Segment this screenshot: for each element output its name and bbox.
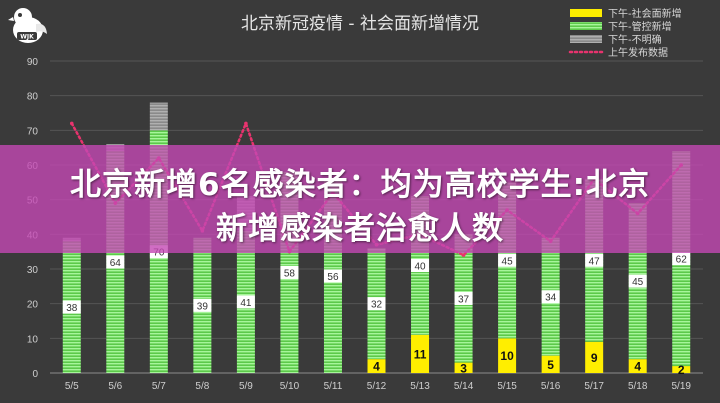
data-label-bg — [367, 297, 386, 311]
bird-logo-icon: WJK — [8, 8, 47, 43]
legend-swatch — [570, 35, 602, 43]
x-tick-label: 5/7 — [152, 381, 166, 392]
headline-line-1: 北京新增6名感染者：均为高校学生:北京 — [70, 167, 650, 203]
data-label: 64 — [110, 258, 122, 269]
data-label: 11 — [414, 347, 427, 361]
data-label: 39 — [197, 301, 209, 312]
legend-label: 下午-社会面新增 — [608, 7, 682, 20]
y-tick-label: 10 — [27, 334, 39, 345]
x-tick-label: 5/12 — [367, 381, 387, 392]
data-label: 3 — [460, 361, 467, 375]
x-tick-label: 5/17 — [584, 381, 604, 392]
x-tick-label: 5/6 — [108, 381, 122, 392]
data-label: 41 — [240, 298, 252, 309]
x-tick-label: 5/15 — [497, 381, 517, 392]
x-tick-label: 5/9 — [239, 381, 253, 392]
data-label-bg — [672, 252, 691, 266]
data-label: 38 — [66, 303, 78, 314]
legend-label: 下午-不明确 — [608, 33, 662, 46]
data-label-bg — [193, 298, 212, 312]
data-label-bg — [323, 269, 342, 283]
bar-segment — [672, 366, 691, 373]
bar-segment — [628, 359, 647, 373]
data-label: 58 — [284, 268, 296, 279]
headline-banner: 北京新增6名感染者：均为高校学生:北京 新增感染者治愈人数 — [0, 145, 720, 253]
logo-text: WJK — [20, 34, 34, 41]
data-label-bg — [454, 291, 473, 305]
x-tick-label: 5/5 — [65, 381, 79, 392]
data-label-bg — [411, 259, 430, 273]
data-label: 56 — [327, 272, 339, 283]
x-tick-label: 5/10 — [280, 381, 300, 392]
data-label: 40 — [414, 262, 426, 273]
data-label-bg — [541, 290, 560, 304]
x-tick-labels: 5/5 5/6 5/7 5/8 5/9 5/10 5/11 5/12 5/13 5/14 5/15 5… — [65, 381, 692, 392]
legend-label: 上午发布数据 — [608, 46, 668, 59]
y-tick-label: 70 — [27, 126, 39, 137]
bar-segment — [454, 362, 473, 373]
data-label: 5 — [547, 358, 554, 372]
data-label: 70 — [153, 248, 165, 259]
logo: WJK — [6, 4, 50, 48]
y-tick-label: 90 — [27, 57, 39, 68]
data-label-bg — [628, 274, 647, 288]
data-label: 47 — [589, 256, 601, 267]
x-tick-label: 5/19 — [671, 381, 691, 392]
data-label: 4 — [373, 360, 380, 374]
data-label: 34 — [545, 293, 557, 304]
headline-line-2: 新增感染者治愈人数 — [216, 211, 504, 247]
x-tick-label: 5/11 — [324, 381, 343, 392]
bar-segment — [149, 102, 168, 131]
data-label-bg — [236, 295, 255, 309]
legend-swatch — [570, 22, 602, 30]
chart-title: 北京新冠疫情 - 社会面新增情况 — [241, 14, 479, 34]
data-label: 32 — [371, 300, 383, 311]
bar-segment — [367, 359, 386, 373]
line-point — [69, 121, 74, 126]
data-label: 2 — [678, 363, 685, 377]
y-tick-label: 30 — [27, 265, 39, 276]
x-tick-label: 5/14 — [454, 381, 474, 392]
bar-segment — [541, 355, 560, 373]
data-label: 9 — [591, 351, 598, 365]
data-label: 4 — [634, 360, 641, 374]
x-tick-label: 5/16 — [541, 381, 561, 392]
x-tick-label: 5/8 — [195, 381, 209, 392]
y-tick-label: 0 — [32, 369, 38, 380]
bar-segment — [411, 334, 430, 373]
data-label-bg — [585, 253, 604, 267]
bar-segment — [498, 338, 517, 373]
line-point — [244, 121, 248, 126]
data-label-bg — [280, 265, 299, 279]
data-label: 45 — [502, 256, 514, 267]
data-label: 37 — [458, 294, 470, 305]
y-tick-label: 80 — [27, 92, 39, 103]
data-label: 62 — [676, 255, 688, 266]
legend-swatch — [570, 9, 602, 17]
data-label-bg — [498, 253, 517, 267]
data-label-bg — [62, 300, 81, 314]
y-tick-label: 20 — [27, 300, 39, 311]
bar-segment — [585, 341, 604, 373]
data-label: 45 — [632, 277, 644, 288]
line-point — [461, 253, 466, 257]
legend-label: 下午-管控新增 — [608, 20, 672, 33]
data-label-layer: 38 64 70 39 41 58 56 4 32 11 40 3 37 10 45 5 34 9 47 4 45 2 62 — [62, 245, 691, 377]
x-tick-label: 5/13 — [410, 381, 430, 392]
x-tick-label: 5/18 — [628, 381, 648, 392]
data-label-bg — [106, 255, 125, 269]
data-label: 10 — [500, 349, 514, 363]
